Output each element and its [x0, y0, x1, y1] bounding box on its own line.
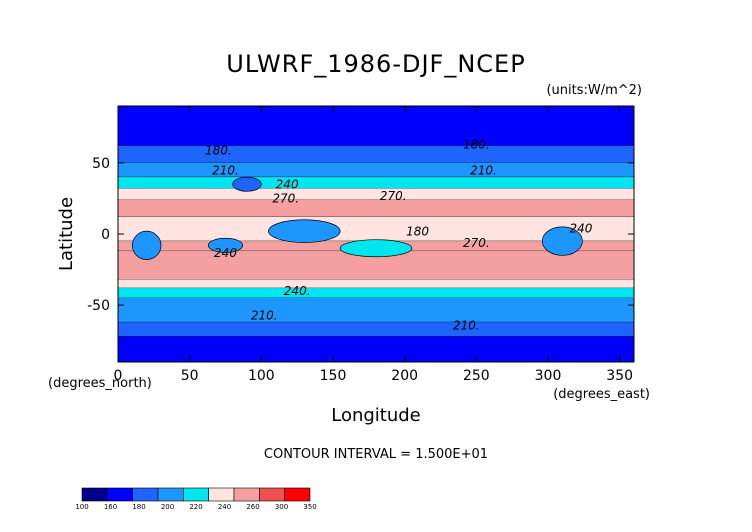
x-tick-label-100: 100 [248, 368, 275, 384]
y-unit-label: (degrees_north) [48, 376, 152, 391]
region-africa-convection [131, 230, 162, 260]
x-tick-label-300: 300 [535, 368, 562, 384]
y-axis-label: Latitude [56, 197, 77, 271]
colorbar-swatch-4 [183, 487, 209, 502]
colorbar-tick-220: 220 [189, 503, 202, 511]
zonal-band-5 [118, 199, 634, 217]
x-tick-label-0: 0 [114, 368, 123, 384]
x-tick-label-50: 50 [181, 368, 199, 384]
colorbar-swatch-6 [233, 487, 260, 502]
x-tick-label-200: 200 [391, 368, 418, 384]
colorbar-swatch-1 [107, 487, 133, 502]
colorbar-tick-350: 350 [303, 503, 316, 511]
x-axis-label: Longitude [331, 405, 421, 426]
region-spcz [339, 239, 413, 258]
colorbar-swatch-3 [157, 487, 184, 502]
colorbar-tick-300: 300 [275, 503, 288, 511]
zonal-band-9 [118, 279, 634, 289]
zonal-band-1 [118, 145, 634, 163]
colorbar-swatch-7 [259, 487, 285, 502]
units-label: (units:W/m^2) [546, 83, 642, 98]
contour-label-4: 240 [276, 177, 299, 191]
colorbar-tick-160: 160 [104, 503, 117, 511]
contour-label-11: 210. [251, 308, 278, 322]
contour-label-1: 180. [463, 138, 490, 152]
contour-label-8: 240 [214, 246, 237, 260]
contour-label-6: 270. [380, 189, 407, 203]
zonal-band-10 [118, 288, 634, 298]
axis-ticks: 0 50 100 150 200 250 300 350 -50 0 50 [87, 106, 634, 384]
y-tick-label-50: 50 [92, 156, 110, 172]
colorbar-tick-200: 200 [161, 503, 174, 511]
colorbar-swatch-5 [208, 487, 235, 502]
x-tick-label-350: 350 [606, 368, 633, 384]
contour-label-5: 270. [272, 192, 299, 206]
contour-label-0: 180. [205, 143, 232, 157]
zonal-band-3 [118, 177, 634, 189]
contour-label-13: 180 [406, 224, 429, 238]
region-indian-ocean-convection [207, 237, 244, 253]
region-tibet-cold [232, 176, 262, 192]
colorbar-tick-100: 100 [75, 503, 88, 511]
zonal-band-4 [118, 188, 634, 200]
contour-label-9: 240 [570, 222, 593, 236]
colorbar-swatch-8 [284, 487, 311, 502]
colorbar: 100 160 180 200 220 240 260 300 350 [75, 487, 317, 511]
y-tick-label-0: 0 [101, 227, 110, 243]
contour-label-7: 270. [463, 236, 490, 250]
zonal-band-0 [118, 106, 634, 146]
colorbar-swatch-2 [132, 487, 159, 502]
x-tick-label-150: 150 [320, 368, 347, 384]
colorbar-tick-240: 240 [218, 503, 231, 511]
zonal-band-12 [118, 322, 634, 337]
contour-label-3: 210. [470, 163, 497, 177]
y-tick-label--50: -50 [87, 298, 110, 314]
region-maritime-continent [268, 219, 341, 243]
x-tick-label-250: 250 [463, 368, 490, 384]
zonal-band-13 [118, 336, 634, 362]
plot-area [118, 106, 634, 362]
contour-interval: CONTOUR INTERVAL = 1.500E+01 [264, 447, 488, 462]
colorbar-tick-180: 180 [132, 503, 145, 511]
zonal-band-11 [118, 298, 634, 323]
chart-title: ULWRF_1986-DJF_NCEP [226, 50, 525, 78]
contour-label-2: 210. [212, 163, 239, 177]
region-south-america-convection [541, 226, 583, 256]
contour-label-12: 210. [453, 318, 480, 332]
colorbar-tick-260: 260 [246, 503, 259, 511]
x-unit-label: (degrees_east) [553, 387, 650, 402]
colorbar-swatch-0 [81, 487, 108, 502]
contour-label-10: 240. [284, 284, 311, 298]
zonal-band-2 [118, 162, 634, 178]
